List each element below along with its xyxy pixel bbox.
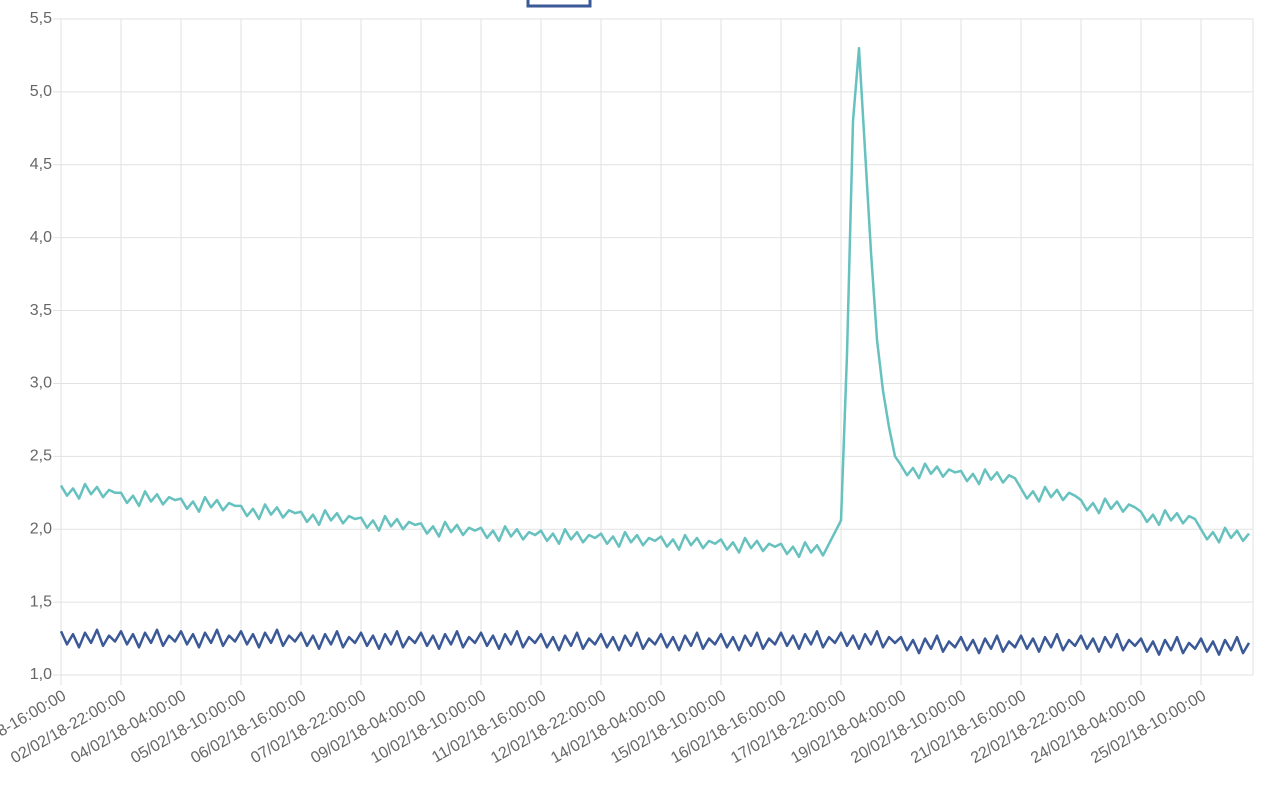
series-line xyxy=(59,46,1250,559)
y-tick-label: 5,5 xyxy=(30,10,52,27)
y-tick-label: 2,0 xyxy=(30,520,52,537)
lines xyxy=(59,46,1251,656)
y-tick-label: 1,0 xyxy=(30,666,52,683)
grid xyxy=(53,18,1253,685)
y-tick-label: 3,5 xyxy=(30,302,52,319)
y-tick-label: 4,0 xyxy=(30,229,52,246)
y-tick-label: 1,5 xyxy=(30,593,52,610)
y-tick-label: 5,0 xyxy=(30,83,52,100)
y-tick-label: 4,5 xyxy=(30,156,52,173)
series-line xyxy=(59,628,1251,656)
y-tick-label: 3,0 xyxy=(30,375,52,392)
y-tick-label: 2,5 xyxy=(30,448,52,465)
legend-box xyxy=(526,0,592,8)
x-tick-label: 25/02/18-10:00:00 xyxy=(1088,687,1209,767)
